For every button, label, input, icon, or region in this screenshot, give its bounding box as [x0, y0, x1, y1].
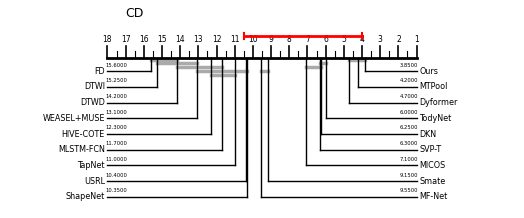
- Text: 10.3500: 10.3500: [106, 188, 128, 193]
- Text: TapNet: TapNet: [78, 161, 105, 170]
- Text: CD: CD: [126, 7, 144, 20]
- Text: 11: 11: [230, 35, 239, 44]
- Text: 17: 17: [121, 35, 130, 44]
- Text: 1: 1: [414, 35, 419, 44]
- Text: Smate: Smate: [419, 177, 445, 186]
- Text: 7: 7: [305, 35, 310, 44]
- Text: SVP-T: SVP-T: [419, 145, 441, 154]
- Text: 6.3000: 6.3000: [400, 141, 418, 146]
- Text: 12: 12: [212, 35, 221, 44]
- Text: 4: 4: [359, 35, 365, 44]
- Text: 5: 5: [342, 35, 346, 44]
- Text: 14: 14: [176, 35, 185, 44]
- Text: 13: 13: [193, 35, 203, 44]
- Text: DTWD: DTWD: [80, 98, 105, 107]
- Text: 11.0000: 11.0000: [106, 157, 128, 162]
- Text: Ours: Ours: [419, 67, 438, 76]
- Text: 11.7000: 11.7000: [106, 141, 128, 146]
- Text: 4.2000: 4.2000: [400, 78, 418, 83]
- Text: 2: 2: [396, 35, 401, 44]
- Text: 10: 10: [248, 35, 258, 44]
- Text: MTPool: MTPool: [419, 82, 447, 92]
- Text: MLSTM-FCN: MLSTM-FCN: [58, 145, 105, 154]
- Text: 18: 18: [103, 35, 112, 44]
- Text: 16: 16: [139, 35, 149, 44]
- Text: 6: 6: [323, 35, 328, 44]
- Text: 3.8500: 3.8500: [400, 63, 418, 68]
- Text: USRL: USRL: [84, 177, 105, 186]
- Text: TodyNet: TodyNet: [419, 114, 452, 123]
- Text: 15.2500: 15.2500: [106, 78, 128, 83]
- Text: 10.4000: 10.4000: [106, 173, 128, 177]
- Text: 9: 9: [269, 35, 274, 44]
- Text: 7.1000: 7.1000: [400, 157, 418, 162]
- Text: 15: 15: [157, 35, 167, 44]
- Text: 6.2500: 6.2500: [400, 126, 418, 130]
- Text: 8: 8: [287, 35, 292, 44]
- Text: 12.3000: 12.3000: [106, 126, 128, 130]
- Text: 9.5500: 9.5500: [400, 188, 418, 193]
- Text: 15.6000: 15.6000: [106, 63, 128, 68]
- Text: DKN: DKN: [419, 129, 436, 139]
- Text: 13.1000: 13.1000: [106, 110, 128, 115]
- Text: FD: FD: [94, 67, 105, 76]
- Text: Dyformer: Dyformer: [419, 98, 457, 107]
- Text: 6.0000: 6.0000: [400, 110, 418, 115]
- Text: WEASEL+MUSE: WEASEL+MUSE: [42, 114, 105, 123]
- Text: MF-Net: MF-Net: [419, 192, 447, 201]
- Text: HIVE-COTE: HIVE-COTE: [61, 129, 105, 139]
- Text: DTWI: DTWI: [84, 82, 105, 92]
- Text: 9.1500: 9.1500: [400, 173, 418, 177]
- Text: 3: 3: [378, 35, 383, 44]
- Text: ShapeNet: ShapeNet: [66, 192, 105, 201]
- Text: 4.7000: 4.7000: [400, 94, 418, 99]
- Text: 14.2000: 14.2000: [106, 94, 128, 99]
- Text: MICOS: MICOS: [419, 161, 445, 170]
